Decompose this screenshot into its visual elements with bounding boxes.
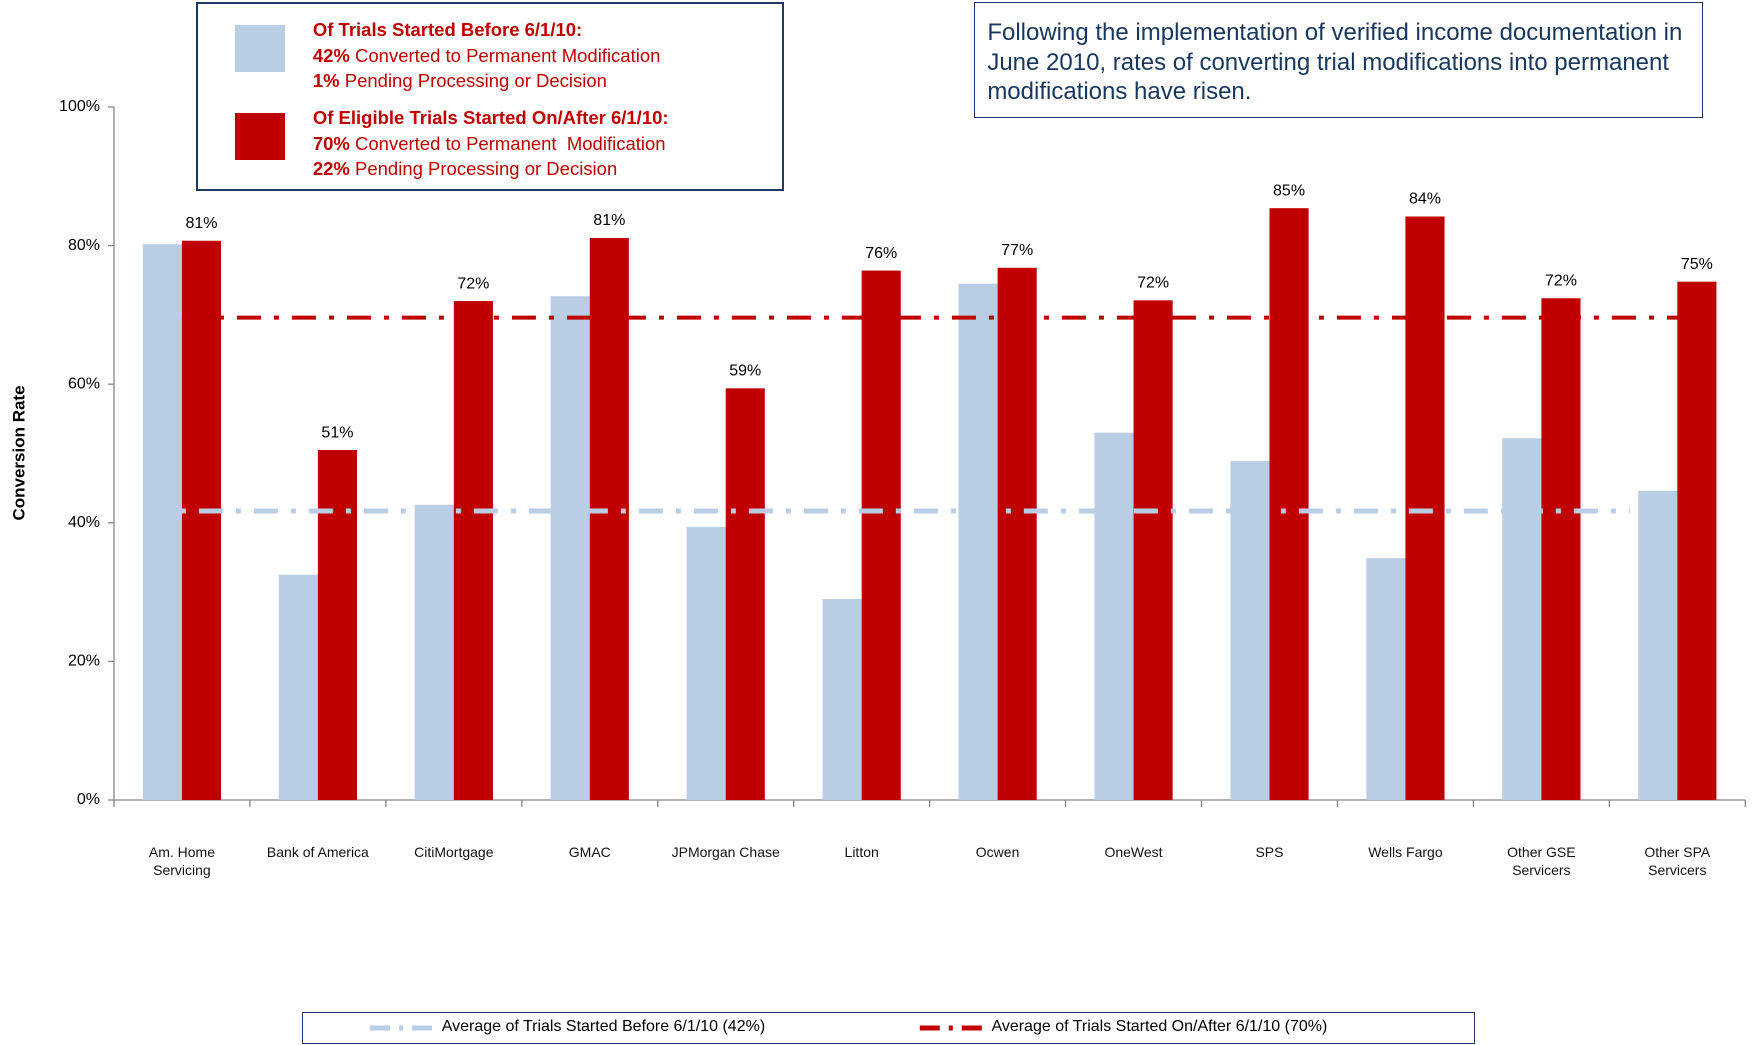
- bar: [453, 301, 493, 800]
- bar: [1677, 281, 1717, 800]
- bar: [278, 574, 318, 800]
- data-label: 51%: [321, 424, 353, 441]
- bar: [686, 526, 726, 800]
- legend-detail-value: 70%: [312, 132, 350, 154]
- y-axis-label: Conversion Rate: [9, 385, 28, 520]
- bar: [958, 283, 998, 801]
- bar: [1269, 208, 1309, 801]
- x-tick-label: OneWest: [1104, 844, 1163, 860]
- bar: [1094, 432, 1134, 800]
- legend-detail-text: Converted to Permanent Modification: [355, 132, 666, 154]
- legend-detail-text: Pending Processing or Decision: [344, 70, 607, 91]
- x-tick-label: JPMorgan Chase: [671, 844, 780, 860]
- x-tick-label: Other GSE Servicers: [1507, 844, 1576, 878]
- bar: [822, 599, 862, 800]
- data-label: 81%: [185, 215, 217, 232]
- legend-detail: 22% Pending Processing or Decision: [313, 156, 669, 182]
- x-tick-label: Ocwen: [975, 844, 1020, 860]
- bar: [1502, 438, 1542, 800]
- data-label: 77%: [1001, 242, 1033, 259]
- legend: Average of Trials Started Before 6/1/10 …: [301, 1012, 1475, 1044]
- y-tick-label: 40%: [68, 514, 100, 531]
- data-label: 84%: [1409, 191, 1441, 208]
- legend-heading: Of Eligible Trials Started On/After 6/1/…: [312, 107, 669, 128]
- y-tick-label: 80%: [68, 237, 100, 254]
- legend-detail-value: 22%: [312, 158, 350, 179]
- bar: [1366, 558, 1406, 800]
- bar: [181, 240, 222, 800]
- data-label: 72%: [1545, 272, 1577, 289]
- x-tick-label: SPS: [1255, 844, 1284, 860]
- annotation: Following the implementation of verified…: [974, 2, 1703, 118]
- legend-detail-text: Converted to Permanent Modification: [355, 44, 661, 66]
- legend-detail-value: 1%: [312, 70, 340, 91]
- x-tick-label: CitiMortgage: [414, 844, 494, 860]
- bar: [1638, 490, 1678, 800]
- bar: [142, 244, 182, 801]
- legend-detail-value: 42%: [312, 44, 350, 66]
- bar: [997, 267, 1037, 800]
- legend-box: Of Trials Started Before 6/1/10: 42% Conv…: [195, 2, 785, 191]
- legend-symbols: [369, 1025, 990, 1031]
- legend-text: Of Trials Started Before 6/1/10: 42% Conv…: [313, 17, 661, 94]
- legend-swatch: [234, 113, 285, 160]
- data-label: 85%: [1273, 182, 1305, 199]
- data-label: 75%: [1681, 256, 1713, 273]
- data-label: 72%: [1137, 275, 1169, 292]
- bar: [861, 270, 901, 801]
- legend-swatch: [234, 25, 285, 72]
- bar: [414, 504, 454, 800]
- legend-detail-text: Pending Processing or Decision: [355, 158, 618, 179]
- bar: [725, 388, 765, 800]
- y-tick-label: 100%: [59, 98, 100, 115]
- data-label: 76%: [865, 245, 897, 262]
- bar: [550, 296, 590, 800]
- x-tick-label: Bank of America: [266, 844, 369, 860]
- bar: [1541, 298, 1581, 800]
- legend-detail: 1% Pending Processing or Decision: [313, 68, 661, 94]
- y-tick-label: 0%: [77, 791, 100, 808]
- x-tick-label: GMAC: [568, 844, 611, 860]
- y-tick-label: 60%: [68, 375, 100, 392]
- legend-detail: 42% Converted to Permanent Modification: [313, 43, 661, 69]
- x-tick-label: Litton: [844, 844, 879, 860]
- legend-heading: Of Trials Started Before 6/1/10:: [312, 19, 583, 40]
- legend-label: Average of Trials Started Before 6/1/10 …: [441, 1018, 766, 1035]
- x-tick-label: Wells Fargo: [1368, 844, 1443, 860]
- bar: [317, 450, 357, 800]
- bar: [1405, 216, 1445, 800]
- legend-text: Of Eligible Trials Started On/After 6/1/…: [313, 105, 669, 182]
- bar: [1230, 461, 1270, 800]
- x-tick-label: Other SPA Servicers: [1644, 844, 1711, 878]
- y-tick-label: 20%: [68, 653, 100, 670]
- data-label: 81%: [593, 212, 625, 229]
- legend-label: Average of Trials Started On/After 6/1/1…: [991, 1018, 1328, 1035]
- x-tick-label: Am. Home Servicing: [148, 844, 215, 878]
- data-label: 72%: [457, 275, 489, 292]
- data-label: 59%: [729, 363, 761, 380]
- legend-detail: 70% Converted to Permanent Modification: [313, 131, 669, 157]
- bar: [1133, 300, 1173, 800]
- bar: [589, 237, 629, 801]
